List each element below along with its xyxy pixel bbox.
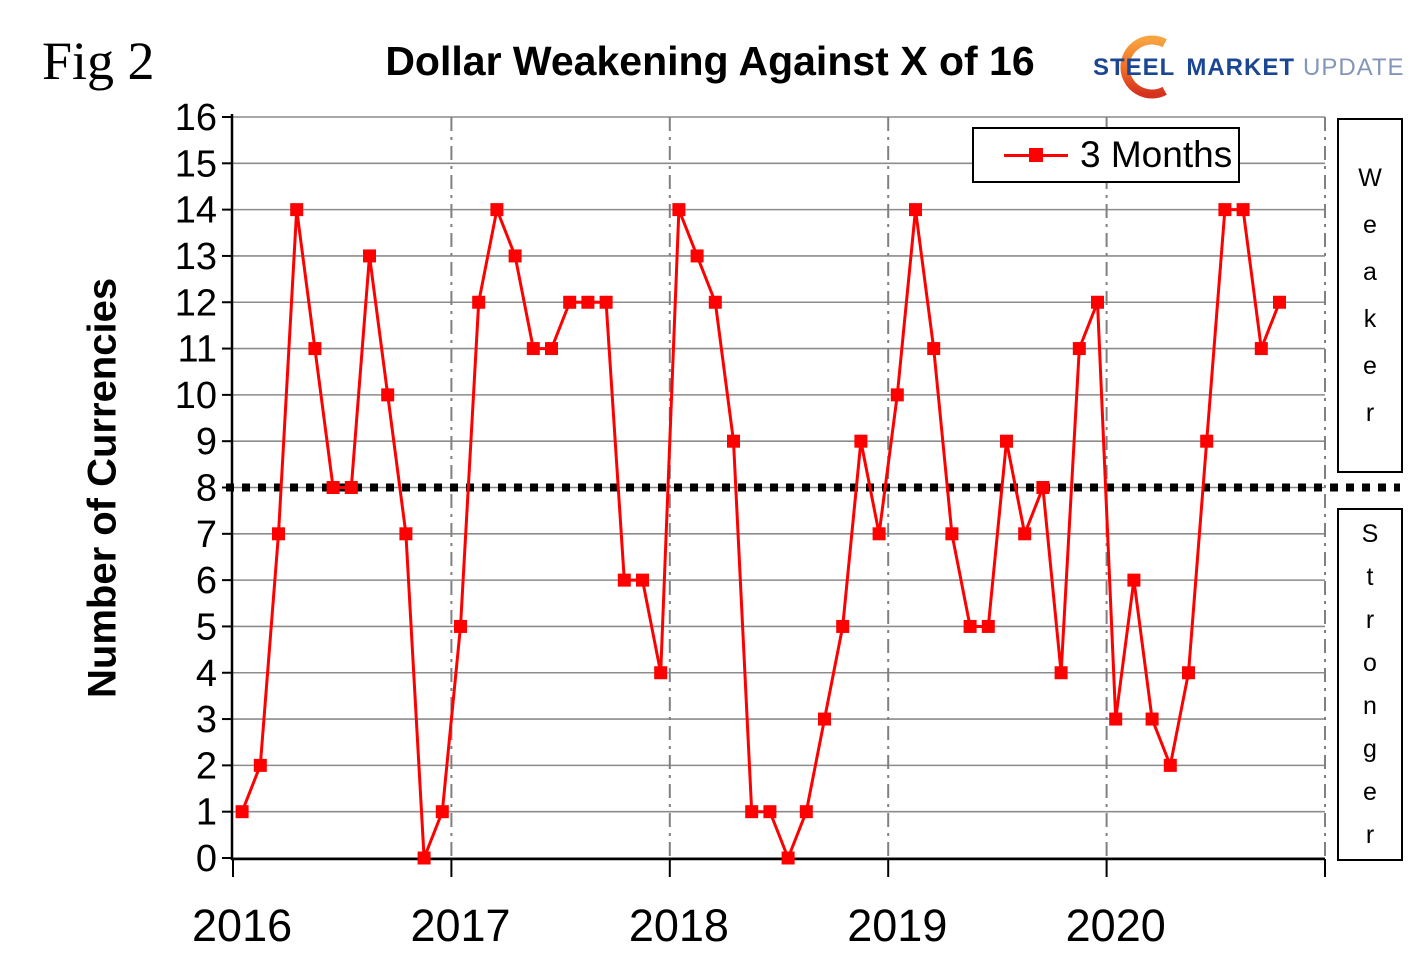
data-point-marker: [1109, 712, 1123, 726]
data-point-marker: [1091, 295, 1104, 309]
data-point-marker: [381, 388, 395, 402]
data-point-marker: [253, 758, 267, 772]
logo-crescent-icon: [1120, 35, 1167, 99]
y-axis-title: Number of Currencies: [80, 277, 125, 698]
x-tick-label: 2018: [629, 900, 729, 951]
data-point-marker: [1000, 434, 1013, 448]
y-tick-label: 0: [196, 838, 217, 880]
series-line: [240, 208, 1281, 860]
y-tick-label: 4: [196, 653, 217, 695]
data-point-marker: [508, 249, 522, 263]
data-point-marker: [454, 619, 467, 633]
data-point-marker: [818, 712, 831, 726]
x-tick-label: 2020: [1066, 900, 1166, 951]
y-tick-label: 13: [175, 236, 217, 278]
logo-text: STEEL MARKET UPDATE: [1093, 54, 1404, 82]
data-point-marker: [981, 619, 995, 633]
legend: 3 Months: [972, 127, 1240, 183]
data-point-marker: [745, 805, 759, 819]
legend-marker-icon: [1029, 148, 1043, 162]
data-point-marker: [1163, 758, 1177, 772]
data-point-marker: [727, 434, 740, 448]
data-point-marker: [636, 573, 649, 587]
data-point-marker: [799, 805, 813, 819]
y-tick-label: 14: [175, 190, 217, 232]
logo-update-label: UPDATE: [1303, 54, 1405, 81]
data-point-marker: [672, 203, 686, 217]
y-tick-label: 8: [196, 468, 217, 510]
x-tick-label: 2019: [847, 900, 947, 951]
y-tick-label: 11: [178, 329, 217, 371]
data-point-marker: [963, 619, 977, 633]
data-point-marker: [417, 851, 431, 865]
chart-title: Dollar Weakening Against X of 16: [385, 38, 1035, 84]
y-tick-label: 12: [175, 282, 217, 324]
y-tick-label: 10: [175, 375, 217, 417]
data-point-marker: [854, 434, 868, 448]
data-point-marker: [890, 388, 904, 402]
data-point-marker: [945, 527, 959, 541]
data-point-marker: [272, 527, 285, 541]
x-tick-label: 2017: [410, 900, 510, 951]
data-point-marker: [1182, 666, 1195, 680]
data-point-marker: [708, 295, 722, 309]
data-point-marker: [1036, 481, 1050, 494]
legend-label: 3 Months: [1080, 134, 1233, 175]
data-point-marker: [654, 666, 668, 680]
data-point-marker: [781, 851, 795, 865]
data-point-marker: [399, 527, 413, 541]
x-tick-label: 2016: [192, 900, 292, 951]
data-point-marker: [563, 295, 577, 309]
data-point-marker: [763, 805, 777, 819]
smu-logo: STEEL MARKET UPDATE: [1093, 35, 1404, 100]
y-tick-label: 3: [196, 699, 217, 741]
data-point-marker: [1145, 712, 1159, 726]
y-tick-label: 5: [196, 606, 217, 648]
data-point-marker: [927, 342, 941, 356]
data-point-marker: [1200, 434, 1214, 448]
data-point-marker: [1254, 342, 1268, 356]
legend-line-sample: [1004, 148, 1068, 162]
data-point-marker: [1054, 666, 1068, 680]
data-point-marker: [545, 342, 558, 356]
data-point-marker: [290, 203, 304, 217]
data-point-marker: [1273, 295, 1286, 309]
logo-steel-label: STEEL: [1093, 54, 1176, 81]
y-tick-label: 9: [196, 421, 217, 463]
data-point-marker: [909, 203, 922, 217]
y-tick-label: 7: [196, 514, 217, 556]
logo-market-label: MARKET: [1186, 54, 1295, 81]
data-point-marker: [581, 295, 595, 309]
y-tick-label: 15: [175, 143, 217, 185]
y-tick-label: 6: [196, 560, 217, 602]
data-point-marker: [435, 805, 449, 819]
data-point-marker: [235, 805, 249, 819]
data-point-marker: [1236, 203, 1250, 217]
data-point-marker: [326, 481, 340, 494]
data-point-marker: [872, 527, 886, 541]
data-point-marker: [363, 249, 376, 263]
y-tick-label: 2: [196, 745, 217, 787]
figure-label: Fig 2: [42, 31, 155, 91]
data-point-marker: [472, 295, 486, 309]
data-point-marker: [1018, 527, 1032, 541]
data-point-marker: [1218, 203, 1232, 217]
data-point-marker: [836, 619, 850, 633]
data-point-marker: [1072, 342, 1086, 356]
data-point-marker: [308, 342, 322, 356]
data-point-marker: [490, 203, 504, 217]
data-point-marker: [1127, 573, 1141, 587]
y-tick-label: 1: [196, 792, 217, 834]
data-point-marker: [690, 249, 704, 263]
y-tick-label: 16: [175, 97, 217, 139]
data-point-marker: [526, 342, 540, 356]
data-point-marker: [599, 295, 613, 309]
data-point-marker: [344, 481, 358, 494]
data-point-marker: [617, 573, 631, 587]
